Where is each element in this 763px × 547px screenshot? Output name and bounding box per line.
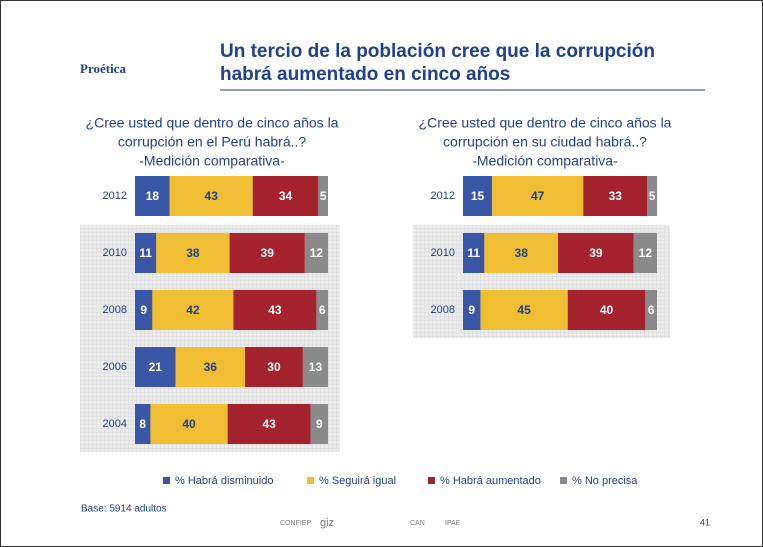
data-label: 36 [204,360,218,374]
chart-title: corrupción en su ciudad habrá..? [443,134,647,150]
bar-segment [245,347,303,387]
data-label: 34 [279,189,293,203]
bar-segment [135,290,153,330]
y-tick-label: 2006 [103,361,127,373]
legend-label: % Seguirá igual [319,475,396,487]
y-tick-label: 2010 [431,247,455,259]
data-label: 42 [186,303,200,317]
bar-segment [302,347,328,387]
bar-segment [156,233,230,273]
y-tick-label: 2008 [431,304,455,316]
bar-segment [558,233,634,273]
data-label: 43 [268,303,282,317]
legend-swatch [560,477,567,484]
legend-label: % No precisa [572,475,638,487]
sponsor: IPAE [445,520,461,527]
bar-segment [463,176,493,216]
bar-segment [318,176,328,216]
data-label: 8 [139,417,146,431]
data-label: 11 [467,246,480,260]
bar-segment [583,176,648,216]
chart-subtitle: -Medición comparativa- [139,153,285,169]
data-label: 38 [186,246,200,260]
bar-segment [152,290,234,330]
bar-segment [150,404,228,444]
bar-segment [135,404,151,444]
page-number: 41 [700,517,710,527]
data-label: 38 [515,246,529,260]
data-label: 43 [262,417,276,431]
bar-segment [647,176,657,216]
base-note: Base: 5914 adultos [81,504,167,515]
data-label: 9 [140,303,147,317]
bar-segment [316,290,328,330]
bar-segment [229,233,305,273]
bar-segment [233,290,317,330]
data-label: 6 [319,303,326,317]
y-tick-label: 2008 [103,304,127,316]
bar-segment [633,233,657,273]
data-label: 47 [531,189,545,203]
legend-swatch [428,477,435,484]
data-label: 6 [648,303,655,317]
bar-segment [463,233,485,273]
y-tick-label: 2004 [103,418,127,430]
slide-title: Un tercio de la población cree que la co… [220,41,655,62]
data-label: 15 [471,189,485,203]
legend-swatch [163,477,170,484]
data-label: 12 [639,246,653,260]
bar-segment [304,233,328,273]
data-label: 40 [600,303,614,317]
bar-segment [645,290,657,330]
bar-segment [480,290,568,330]
y-tick-label: 2012 [431,190,455,202]
bar-segment [135,347,176,387]
bar-segment [175,347,246,387]
bar-segment [463,290,481,330]
bar-segment [484,233,559,273]
data-label: 39 [261,246,275,260]
data-label: 39 [589,246,603,260]
data-label: 13 [309,360,323,374]
chart-title: ¿Cree usted que dentro de cinco años la [86,115,339,131]
slide-title: habrá aumentado en cinco años [220,64,510,85]
bar-segment [252,176,319,216]
legend-swatch [307,477,314,484]
data-label: 30 [267,360,281,374]
chart-title: ¿Cree usted que dentro de cinco años la [419,115,672,131]
sponsor: giz [320,517,334,529]
data-label: 9 [468,303,475,317]
legend-label: % Habrá disminuido [175,475,273,487]
data-label: 40 [182,417,196,431]
data-label: 45 [517,303,531,317]
bar-segment [492,176,584,216]
chart-title: corrupción en el Perú habrá..? [118,134,307,150]
data-label: 21 [149,360,163,374]
data-label: 11 [139,246,152,260]
bar-segment [135,233,157,273]
bar-segment [169,176,253,216]
bar-segment [227,404,311,444]
y-tick-label: 2010 [103,247,127,259]
chart-subtitle: -Medición comparativa- [472,153,618,169]
bar-segment [310,404,328,444]
sponsor: CONFIEP [280,520,311,527]
data-label: 9 [316,417,323,431]
data-label: 18 [146,189,160,203]
data-label: 5 [320,189,327,203]
y-tick-label: 2012 [103,190,127,202]
data-label: 33 [609,189,623,203]
bar-segment [567,290,646,330]
logo: Proética [80,61,126,76]
data-label: 12 [310,246,324,260]
data-label: 5 [649,189,656,203]
sponsor: CAN [410,520,425,527]
data-label: 43 [205,189,219,203]
bar-segment [135,176,170,216]
legend-label: % Habrá aumentado [440,475,541,487]
